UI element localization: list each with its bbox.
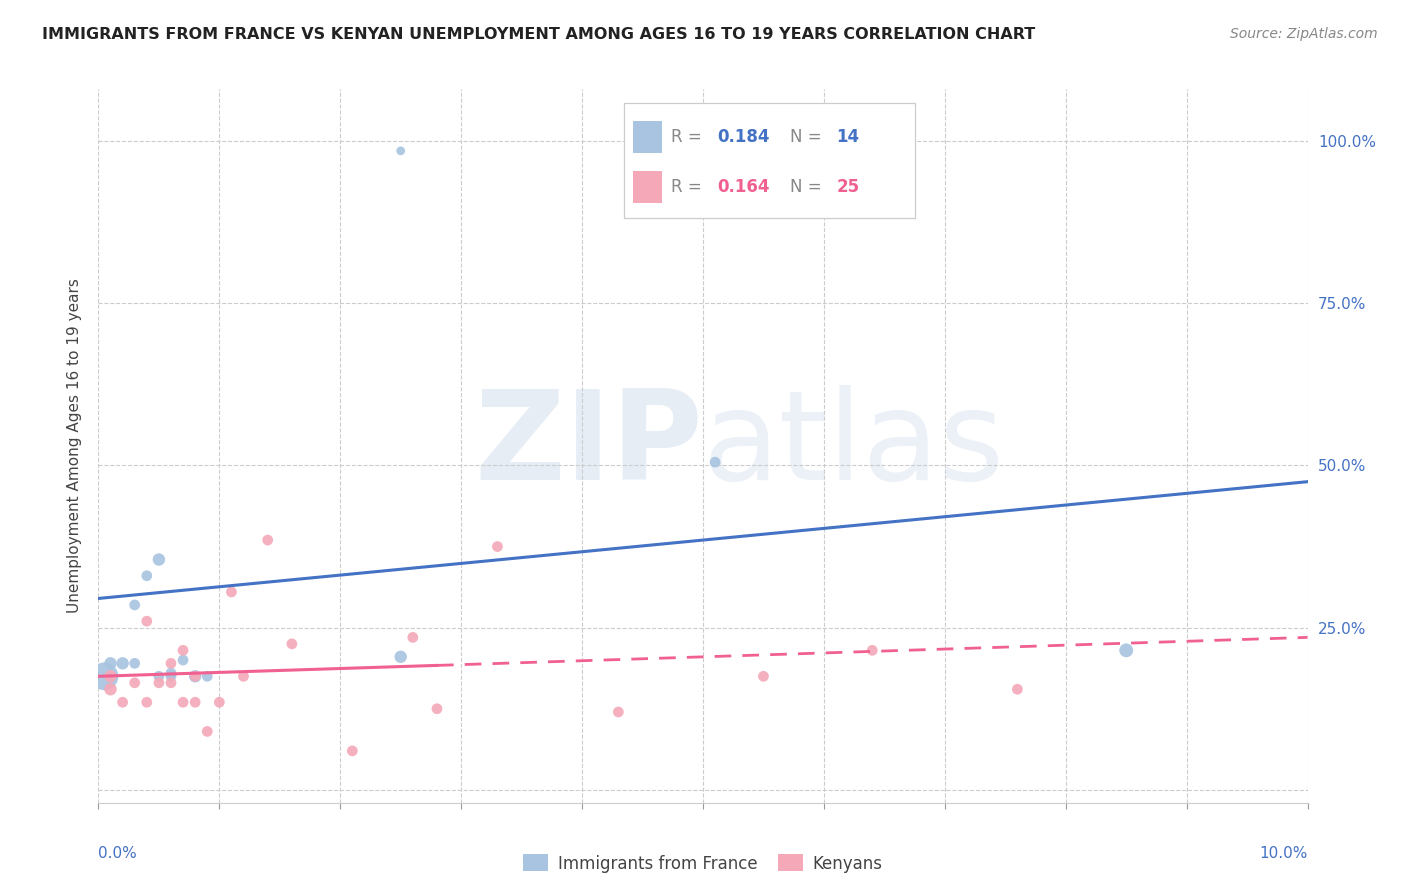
Point [184, 669, 207, 683]
Text: 10.0%: 10.0% [1260, 846, 1308, 861]
Point [426, 702, 449, 716]
Point [172, 643, 194, 657]
Point [281, 637, 304, 651]
Point [195, 724, 218, 739]
Point [148, 552, 170, 566]
Point [752, 669, 775, 683]
Point [389, 144, 412, 158]
Point [135, 568, 157, 582]
Point [160, 669, 183, 683]
Point [160, 666, 183, 681]
Point [208, 695, 231, 709]
Point [135, 695, 157, 709]
Text: Source: ZipAtlas.com: Source: ZipAtlas.com [1230, 27, 1378, 41]
Point [704, 455, 727, 469]
Point [607, 705, 630, 719]
Point [860, 643, 883, 657]
Point [93, 669, 115, 683]
Point [389, 649, 412, 664]
Point [402, 631, 425, 645]
Text: 0.0%: 0.0% [98, 846, 138, 861]
Point [124, 598, 146, 612]
Point [195, 669, 218, 683]
Point [172, 653, 194, 667]
Text: atlas: atlas [703, 385, 1005, 507]
Text: ZIP: ZIP [474, 385, 703, 507]
Point [100, 682, 122, 697]
Point [135, 614, 157, 628]
Point [124, 675, 146, 690]
Point [486, 540, 509, 554]
Point [1007, 682, 1029, 697]
Point [342, 744, 364, 758]
Point [172, 695, 194, 709]
Point [100, 657, 122, 671]
Y-axis label: Unemployment Among Ages 16 to 19 years: Unemployment Among Ages 16 to 19 years [67, 278, 83, 614]
Point [148, 675, 170, 690]
Point [256, 533, 278, 547]
Point [124, 657, 146, 671]
Text: IMMIGRANTS FROM FRANCE VS KENYAN UNEMPLOYMENT AMONG AGES 16 TO 19 YEARS CORRELAT: IMMIGRANTS FROM FRANCE VS KENYAN UNEMPLO… [42, 27, 1035, 42]
Point [160, 675, 183, 690]
Point [111, 657, 134, 671]
Point [148, 669, 170, 683]
Point [232, 669, 254, 683]
Point [1115, 643, 1137, 657]
Point [111, 695, 134, 709]
Point [221, 585, 243, 599]
Point [184, 669, 207, 683]
Point [184, 695, 207, 709]
Point [160, 657, 183, 671]
Point [100, 669, 122, 683]
Legend: Immigrants from France, Kenyans: Immigrants from France, Kenyans [516, 847, 890, 880]
